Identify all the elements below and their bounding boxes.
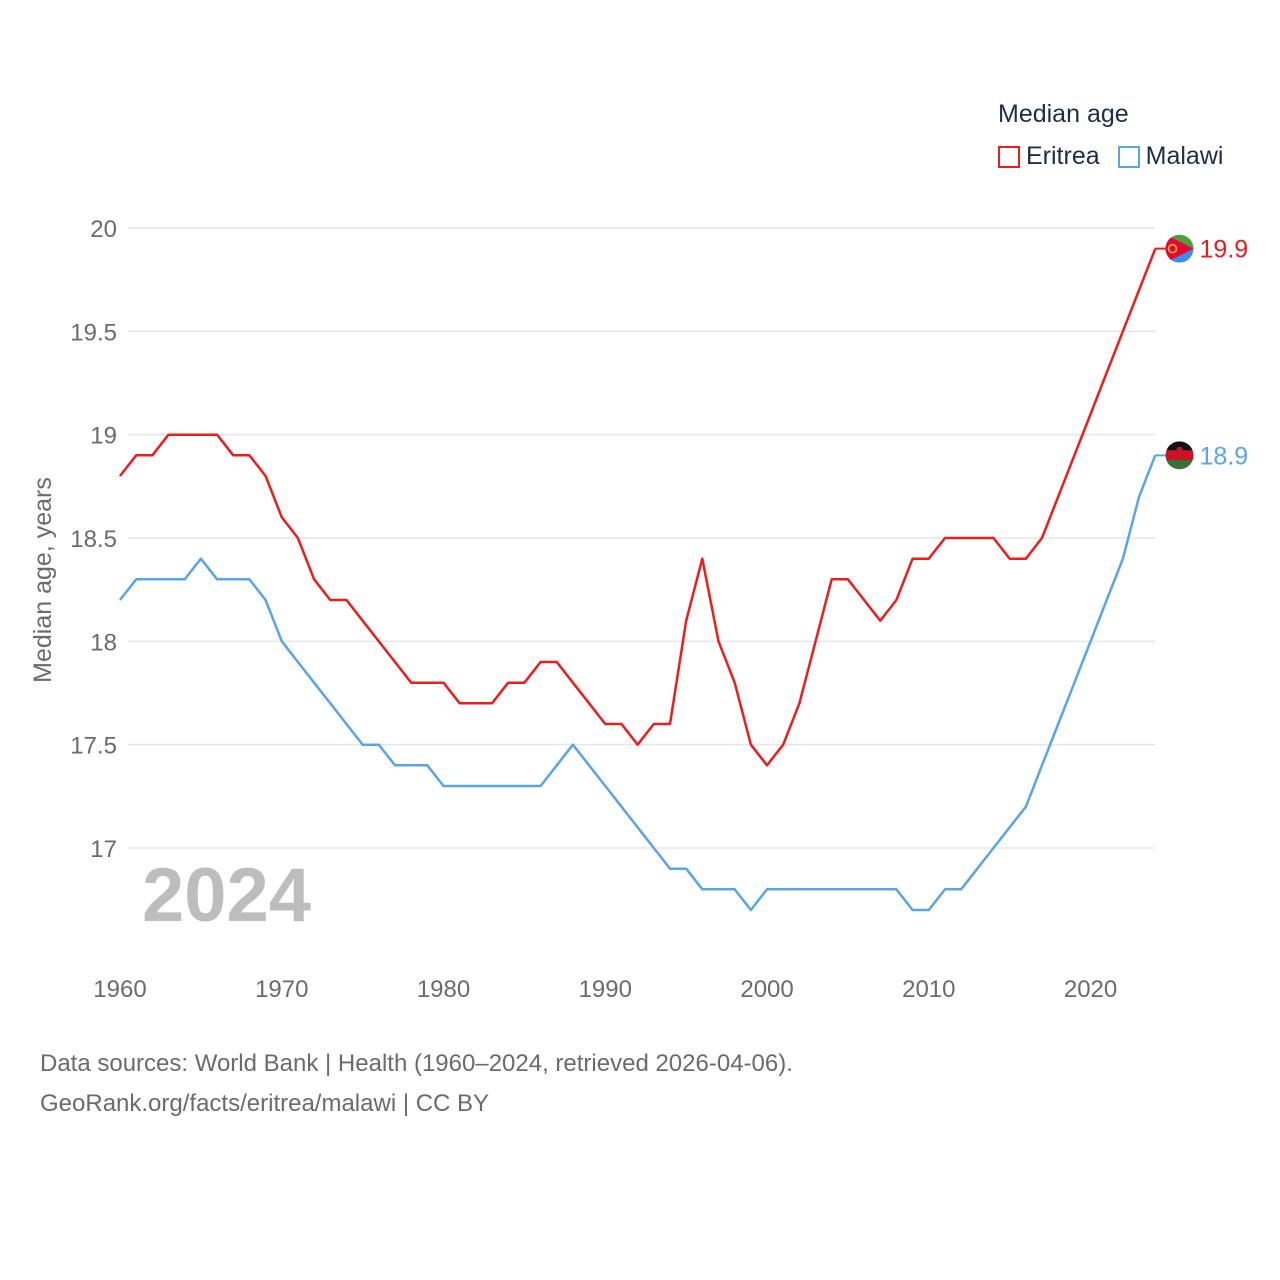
x-tick-label: 2000	[740, 976, 793, 1003]
x-tick-label: 2020	[1064, 976, 1117, 1003]
legend-item-eritrea[interactable]: Eritrea	[998, 142, 1100, 171]
series-lines	[119, 247, 1180, 912]
legend-label-eritrea: Eritrea	[1026, 142, 1100, 170]
legend-label-malawi: Malawi	[1145, 142, 1224, 170]
footer: Data sources: World Bank | Health (1960–…	[40, 1044, 793, 1124]
y-tick-label: 17	[90, 836, 117, 863]
year-label: 2024	[142, 853, 312, 938]
y-tick-label: 18	[90, 629, 117, 656]
flag-eritrea-icon	[1165, 234, 1194, 263]
y-tick-label: 19.5	[70, 319, 117, 346]
y-tick-labels: 17 17.5 18 18.5 19 19.5 20	[70, 216, 117, 863]
legend-swatch-eritrea	[998, 145, 1020, 168]
x-tick-label: 1960	[93, 976, 146, 1003]
y-tick-label: 20	[90, 216, 117, 243]
legend-swatch-malawi	[1117, 145, 1140, 168]
legend: Eritrea Malawi	[998, 142, 1241, 171]
end-label-eritrea: 19.9	[1200, 236, 1249, 264]
flag-malawi-icon	[1165, 441, 1194, 470]
x-tick-label: 1970	[255, 976, 308, 1003]
series-line-malawi	[119, 454, 1157, 912]
x-tick-label: 2010	[902, 976, 955, 1003]
series-line-eritrea	[119, 248, 1157, 767]
y-tick-label: 17.5	[70, 733, 117, 760]
y-tick-label: 19	[90, 423, 117, 450]
end-label-malawi: 18.9	[1200, 442, 1249, 470]
x-tick-label: 1990	[579, 976, 632, 1003]
gridlines	[128, 227, 1156, 849]
footer-sources: Data sources: World Bank | Health (1960–…	[40, 1050, 793, 1077]
x-tick-label: 1980	[417, 976, 470, 1003]
x-tick-labels: 1960 1970 1980 1990 2000 2010 2020	[93, 976, 1117, 1003]
footer-credit: GeoRank.org/facts/eritrea/malawi | CC BY	[40, 1090, 490, 1117]
legend-item-malawi[interactable]: Malawi	[1117, 142, 1224, 171]
legend-title: Median age	[998, 100, 1129, 128]
y-axis-label: Median age, years	[29, 477, 57, 683]
end-markers: 19.9 18.9	[1165, 234, 1249, 470]
y-tick-label: 18.5	[70, 526, 117, 553]
